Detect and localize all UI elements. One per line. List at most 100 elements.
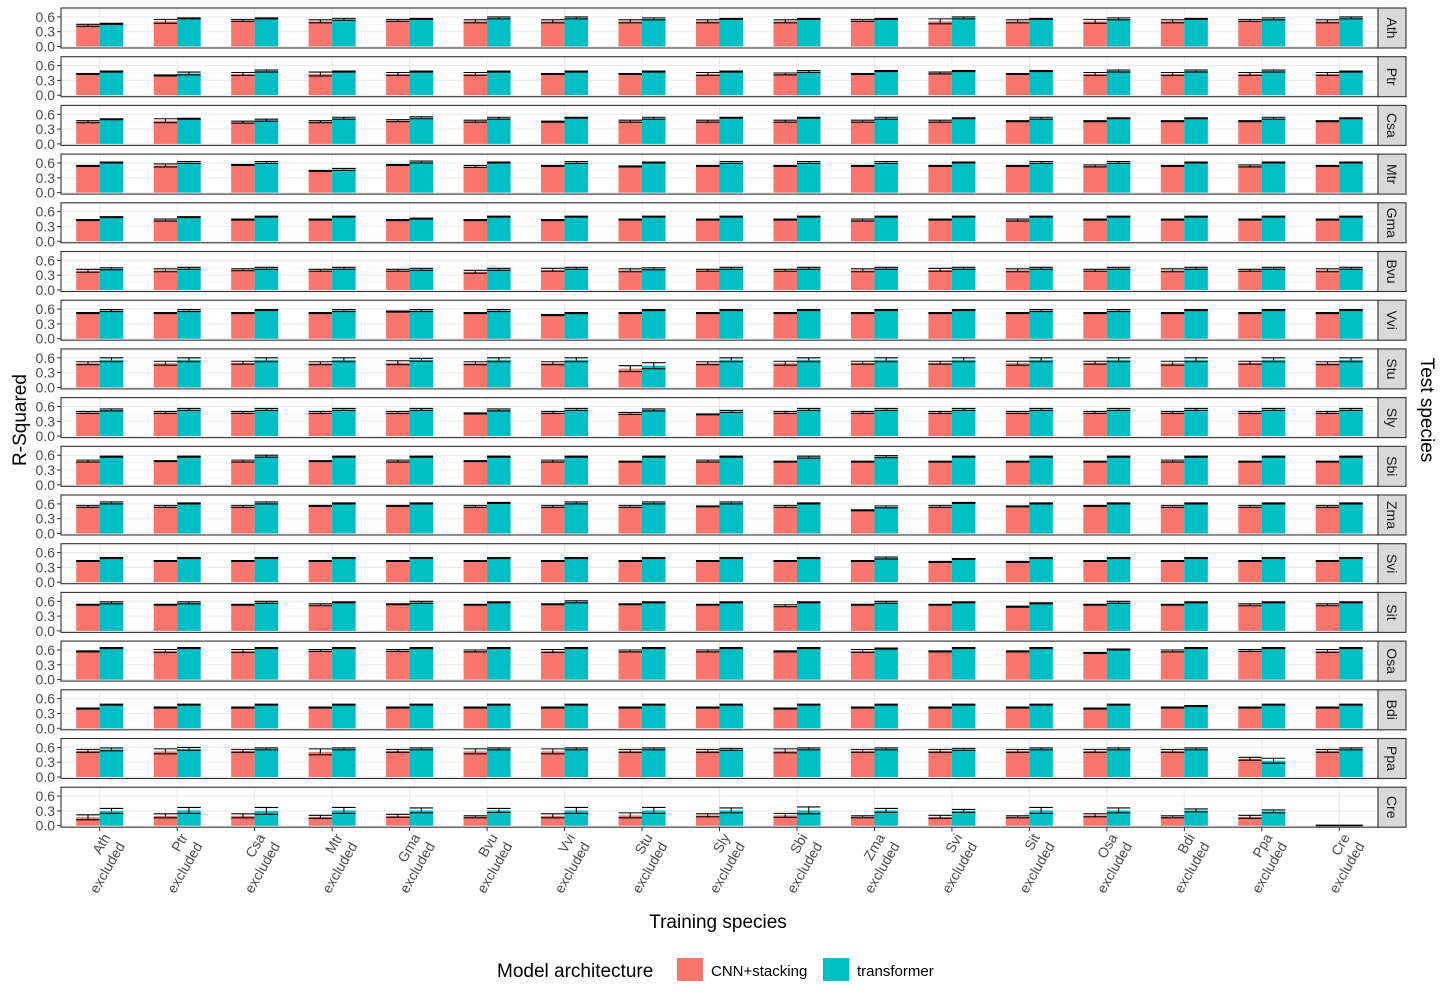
bar-cnn-stacking-ptr-bvu [463, 73, 488, 96]
error-bar-path [951, 161, 976, 164]
bar-cnn-stacking-zma-ppa [1238, 506, 1262, 534]
error-bar-path [1261, 556, 1286, 560]
bar-transformer-ath-svi [951, 17, 976, 47]
error-bar-path [564, 407, 589, 411]
bar-cnn-stacking-svi-osa [1083, 560, 1107, 583]
error-bar-cnn-stacking-ppa-gma [386, 748, 410, 753]
bar-cnn-stacking-vvi-csa [231, 313, 255, 339]
bar-transformer-svi-bvu [487, 558, 511, 583]
bar-cnn-stacking-sly-sit [1005, 412, 1030, 437]
error-bar-path [487, 215, 511, 218]
error-bar-cnn-stacking-vvi-cre [1315, 312, 1340, 315]
error-bar-transformer-ppa-osa [1106, 747, 1131, 751]
error-bar-cnn-stacking-stu-cre [1315, 361, 1340, 366]
error-bar-path [231, 18, 255, 22]
error-bar-cnn-stacking-gma-csa [231, 218, 255, 221]
error-bar-cnn-stacking-sbi-csa [231, 459, 255, 463]
bar-cnn-stacking-osa-vvi [541, 650, 565, 680]
error-bar-transformer-sbi-csa [254, 454, 279, 458]
error-bar-transformer-sly-sit [1029, 407, 1053, 411]
error-bar-path [386, 559, 410, 563]
bar-cnn-stacking-sit-bvu [463, 604, 488, 631]
error-bar-transformer-ptr-stu [642, 70, 666, 73]
error-bar-path [153, 504, 178, 508]
error-bar-cnn-stacking-bvu-sly [696, 268, 720, 272]
error-bar-path [696, 71, 720, 77]
error-bar-path [1339, 407, 1363, 411]
y-axis-title: R-Squared [10, 374, 31, 466]
bar-transformer-stu-ppa [1261, 359, 1286, 388]
error-bar-transformer-csa-cre [1339, 117, 1363, 120]
bar-cnn-stacking-sbi-gma [386, 461, 410, 485]
x-tick-label-bvu: Bvuexcluded [459, 831, 516, 896]
error-bar-transformer-ptr-ppa [1261, 69, 1286, 73]
bar-cnn-stacking-sit-ath [76, 604, 100, 631]
error-bar-path [951, 69, 976, 73]
bar-transformer-svi-osa [1106, 558, 1131, 583]
bar-transformer-ptr-osa [1106, 71, 1131, 96]
panel-gma: 0.00.30.6 Gma [36, 202, 1407, 249]
error-bar-transformer-cre-zma [874, 807, 898, 813]
error-bar-transformer-sly-bdi [1184, 407, 1208, 411]
bar-transformer-csa-ppa [1261, 118, 1286, 144]
bar-cnn-stacking-cre-sbi [773, 815, 797, 826]
bar-cnn-stacking-sly-ath [76, 412, 100, 437]
error-bar-transformer-cre-csa [254, 806, 279, 815]
error-bar-transformer-ath-mtr [332, 17, 356, 21]
bar-transformer-bdi-bvu [487, 704, 511, 729]
error-bar-transformer-vvi-sit [1029, 309, 1053, 313]
bar-transformer-csa-csa [254, 120, 279, 144]
error-bar-path [618, 165, 643, 168]
bar-cnn-stacking-ppa-ppa [1238, 758, 1262, 777]
error-bar-path [874, 505, 898, 509]
bar-transformer-osa-ptr [177, 648, 201, 680]
error-bar-cnn-stacking-zma-ath [76, 504, 100, 508]
error-bar-path [1315, 504, 1340, 508]
error-bar-transformer-cre-vvi [564, 806, 589, 814]
bar-transformer-sbi-mtr [332, 456, 356, 485]
error-bar-path [177, 601, 201, 605]
error-bar-transformer-bdi-csa [254, 703, 279, 706]
error-bar-cnn-stacking-sit-csa [231, 603, 255, 606]
error-bar-path [153, 74, 178, 77]
bar-transformer-bvu-gma [409, 269, 434, 290]
bar-transformer-stu-osa [1106, 359, 1131, 388]
bar-transformer-ppa-osa [1106, 748, 1131, 777]
error-bar-transformer-zma-zma [874, 505, 898, 509]
error-bar-path [1005, 650, 1030, 653]
error-bar-cnn-stacking-bdi-osa [1083, 707, 1107, 710]
error-bar-transformer-svi-mtr [332, 556, 356, 560]
y-tick-label: 0.3 [36, 267, 56, 283]
error-bar-transformer-sly-stu [642, 408, 666, 412]
error-bar-transformer-vvi-ath [99, 309, 124, 313]
error-bar-cnn-stacking-cre-gma [386, 813, 410, 818]
bar-cnn-stacking-ppa-gma [386, 750, 410, 777]
bar-transformer-ppa-csa [254, 748, 279, 777]
error-bar-path [719, 601, 743, 604]
error-bar-cnn-stacking-zma-sly [696, 505, 720, 508]
bar-transformer-stu-sly [719, 359, 743, 388]
y-tick-label: 0.0 [36, 185, 56, 201]
error-bar-path [76, 650, 100, 653]
bar-transformer-ppa-bdi [1184, 748, 1208, 777]
bar-cnn-stacking-mtr-ptr [153, 165, 178, 193]
bar-transformer-bdi-osa [1106, 704, 1131, 729]
bar-transformer-sly-stu [642, 409, 666, 437]
bar-transformer-ppa-gma [409, 748, 434, 777]
error-bar-path [796, 69, 821, 74]
error-bar-cnn-stacking-ptr-bdi [1160, 71, 1185, 77]
bar-transformer-sit-ptr [177, 602, 201, 631]
error-bar-transformer-bvu-bvu [487, 267, 511, 271]
error-bar-transformer-mtr-bvu [487, 161, 511, 164]
error-bar-cnn-stacking-vvi-ppa [1238, 312, 1262, 315]
bar-cnn-stacking-gma-zma [850, 220, 875, 242]
error-bar-path [1339, 70, 1363, 73]
bar-transformer-mtr-bdi [1184, 162, 1208, 193]
error-bar-path [1083, 268, 1107, 272]
error-bar-transformer-bdi-stu [642, 703, 666, 706]
bar-transformer-bvu-sbi [796, 268, 821, 290]
x-tick-label-osa: Osaexcluded [1079, 831, 1136, 896]
error-bar-path [1160, 71, 1185, 77]
y-tick-label: 0.0 [36, 672, 56, 688]
error-bar-path [874, 647, 898, 650]
